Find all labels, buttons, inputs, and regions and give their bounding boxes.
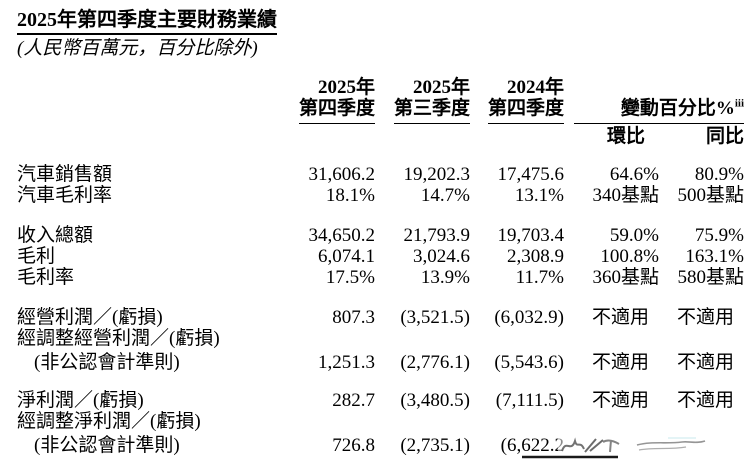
value-cell: 不適用: [591, 352, 649, 373]
value-cell: 64.6%: [609, 164, 659, 185]
value-cell: 360基點: [592, 267, 659, 288]
value-cell: (6,032.9): [494, 307, 564, 328]
value-cell: 2,308.9: [507, 246, 564, 267]
table-row-vehicle-margin: 汽車毛利率 18.1% 14.7% 13.1% 340基點 500基點: [17, 185, 744, 206]
value-cell: 11.7%: [515, 267, 564, 288]
units-note: (人民幣百萬元，百分比除外): [17, 38, 258, 59]
section-vehicle: 汽車銷售額 31,606.2 19,202.3 17,475.6 64.6% 8…: [17, 164, 744, 206]
value-cell: (3,480.5): [400, 390, 470, 411]
value-cell: (3,521.5): [400, 307, 470, 328]
section-net: 淨利潤／(虧損) 282.7 (3,480.5) (7,111.5) 不適用 不…: [17, 390, 744, 456]
value-cell: 726.8: [332, 435, 375, 456]
row-label: 經營利潤／(虧損): [17, 307, 163, 328]
value-cell: 163.1%: [685, 246, 744, 267]
col-header-change-group: 變動百分比%iii: [564, 98, 744, 124]
row-label: 經調整經營利潤／(虧損) (非公認會計準則): [17, 328, 220, 373]
value-cell: 3,024.6: [413, 246, 470, 267]
value-cell: 17,475.6: [497, 164, 565, 185]
value-cell: 13.1%: [514, 185, 564, 206]
value-cell: 1,251.3: [318, 352, 375, 373]
value-cell: (7,111.5): [495, 390, 564, 411]
value-cell: 不適用: [676, 352, 734, 373]
section-revenue: 收入總額 34,650.2 21,793.9 19,703.4 59.0% 75…: [17, 225, 744, 288]
row-label: 毛利率: [17, 267, 75, 288]
row-label: 汽車毛利率: [17, 185, 113, 206]
scribble-artifact: [522, 436, 706, 459]
table-row-total-revenue: 收入總額 34,650.2 21,793.9 19,703.4 59.0% 75…: [17, 225, 744, 246]
value-cell: 不適用: [676, 307, 734, 328]
row-label: 毛利: [17, 246, 56, 267]
table-row-gross-profit: 毛利 6,074.1 3,024.6 2,308.9 100.8% 163.1%: [17, 246, 744, 267]
value-cell: (2,776.1): [400, 352, 470, 373]
value-cell: 21,793.9: [403, 225, 471, 246]
value-cell: (6,622.2: [500, 435, 564, 456]
value-cell: 75.9%: [694, 225, 744, 246]
value-cell: 18.1%: [325, 185, 375, 206]
financial-results-document: 2025年第四季度主要財務業績 (人民幣百萬元，百分比除外) 2025年 第四季…: [17, 8, 744, 456]
col-header-yoy: 同比: [705, 126, 744, 147]
value-cell: 不適用: [591, 307, 649, 328]
value-cell: 不適用: [591, 390, 649, 411]
footnote-marker: iii: [734, 97, 744, 110]
table-row-adj-operating-profit: 經調整經營利潤／(虧損) (非公認會計準則) 1,251.3 (2,776.1)…: [17, 328, 744, 373]
table-row-adj-net-profit: 經調整淨利潤／(虧損) (非公認會計準則) 726.8 (2,735.1) (6…: [17, 411, 744, 456]
table-row-operating-profit: 經營利潤／(虧損) 807.3 (3,521.5) (6,032.9) 不適用 …: [17, 307, 744, 328]
value-cell: 340基點: [592, 185, 659, 206]
value-cell: 59.0%: [609, 225, 659, 246]
col-header-2024-q4: 2024年 第四季度: [470, 77, 564, 124]
col-header-qoq: 環比: [606, 126, 645, 147]
value-cell: 14.7%: [420, 185, 470, 206]
table-header-row: 2025年 第四季度 2025年 第三季度 2024年 第四季度 變動百分比%i…: [17, 77, 744, 124]
value-cell: 500基點: [677, 185, 744, 206]
col-header-2025-q3: 2025年 第三季度: [375, 77, 470, 124]
value-cell: 不適用: [676, 390, 734, 411]
table-row-vehicle-sales: 汽車銷售額 31,606.2 19,202.3 17,475.6 64.6% 8…: [17, 164, 744, 185]
value-cell: (5,543.6): [494, 352, 564, 373]
row-label: 收入總額: [17, 225, 94, 246]
value-cell: 19,202.3: [403, 164, 471, 185]
value-cell: 31,606.2: [308, 164, 376, 185]
value-cell: 100.8%: [600, 246, 659, 267]
section-operating: 經營利潤／(虧損) 807.3 (3,521.5) (6,032.9) 不適用 …: [17, 307, 744, 373]
value-cell: 580基點: [677, 267, 744, 288]
value-cell: 282.7: [332, 390, 375, 411]
value-cell: 807.3: [332, 307, 375, 328]
value-cell: 34,650.2: [308, 225, 376, 246]
value-cell: 80.9%: [694, 164, 744, 185]
page-title-text: 2025年第四季度主要財務業績: [17, 8, 277, 35]
value-cell: 19,703.4: [497, 225, 565, 246]
row-label: 淨利潤／(虧損): [17, 390, 144, 411]
table-row-net-profit: 淨利潤／(虧損) 282.7 (3,480.5) (7,111.5) 不適用 不…: [17, 390, 744, 411]
value-cell: 17.5%: [325, 267, 375, 288]
col-header-2025-q4: 2025年 第四季度: [280, 77, 375, 124]
value-cell: 13.9%: [420, 267, 470, 288]
value-cell: (2,735.1): [400, 435, 470, 456]
row-label: 汽車銷售額: [17, 164, 113, 185]
value-cell: 6,074.1: [318, 246, 375, 267]
table-subheader-row: 環比 同比: [17, 126, 744, 147]
table-row-gross-margin: 毛利率 17.5% 13.9% 11.7% 360基點 580基點: [17, 267, 744, 288]
row-label: 經調整淨利潤／(虧損) (非公認會計準則): [17, 411, 201, 456]
page-title: 2025年第四季度主要財務業績: [17, 8, 744, 35]
